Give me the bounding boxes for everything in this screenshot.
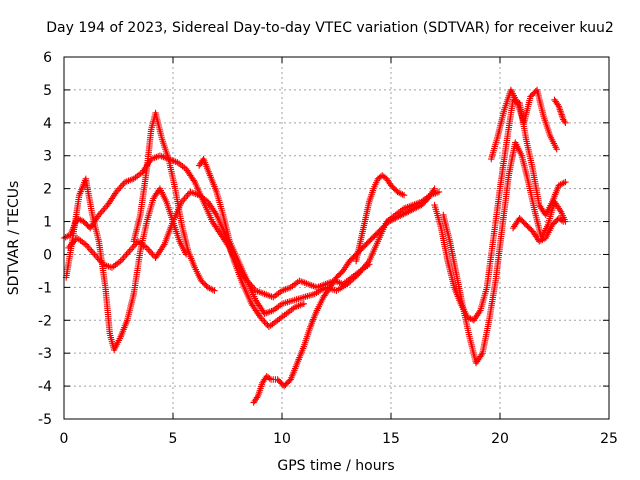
axis-ticks: 0 5 10 15 20 25 -5 -4 -3 -2 -1 0 1 2 3 4 5 6 (38, 50, 618, 447)
data-point (145, 246, 152, 253)
data-point (129, 244, 136, 252)
x-axis-label: GPS time / hours (277, 458, 394, 474)
series-track-k (509, 215, 567, 245)
series-track-j (488, 86, 560, 163)
data-point (400, 192, 408, 199)
data-point (124, 249, 132, 257)
series-track-d (65, 188, 307, 331)
data-point (121, 252, 129, 260)
data-point (344, 280, 351, 288)
data-point (348, 276, 356, 284)
y-axis-label: SDTVAR / TECUs (6, 181, 22, 296)
data-point (207, 285, 215, 293)
data-point (560, 218, 567, 225)
data-point (562, 178, 569, 186)
y-tick-label: 4 (43, 116, 52, 132)
data-point (88, 247, 95, 255)
x-tick-label: 0 (60, 431, 69, 447)
data-point (98, 208, 105, 215)
data-point (211, 287, 218, 294)
data-point (118, 256, 126, 263)
data-point (266, 375, 273, 382)
data-point (91, 251, 98, 258)
y-tick-label: 1 (43, 215, 52, 231)
data-point (345, 279, 353, 286)
series-track-h (431, 96, 569, 324)
series-track-l (551, 96, 569, 127)
data-point (126, 247, 133, 255)
data-point (117, 183, 124, 191)
data-point (89, 249, 97, 257)
data-point (539, 236, 546, 243)
chart-title: Day 194 of 2023, Sidereal Day-to-day VTE… (46, 20, 614, 36)
y-tick-label: 3 (43, 149, 52, 165)
y-tick-label: 2 (43, 182, 52, 198)
data-point (130, 243, 137, 250)
data-point (69, 239, 76, 247)
data-point (182, 193, 190, 201)
data-point (431, 185, 438, 192)
data-point (351, 273, 359, 281)
data-point (116, 185, 123, 192)
x-tick-label: 10 (273, 431, 291, 447)
series-track-b (62, 175, 190, 354)
data-point (397, 190, 405, 197)
data-point (64, 233, 71, 240)
data-point (259, 317, 267, 324)
data-point (100, 206, 107, 214)
data-point (120, 254, 127, 261)
data-point (553, 145, 560, 153)
data-point (350, 275, 357, 282)
data-point (347, 278, 354, 285)
y-tick-label: -3 (38, 346, 52, 362)
data-point (558, 217, 565, 224)
data-point (85, 244, 92, 252)
data-point (118, 182, 126, 189)
data-point (435, 188, 443, 196)
y-tick-label: 6 (43, 50, 52, 66)
data-point (353, 272, 360, 279)
data-point (300, 300, 307, 308)
y-tick-label: -5 (38, 412, 52, 428)
series-track-e (195, 155, 443, 317)
data-point (261, 318, 268, 326)
series-track-g (352, 172, 408, 265)
x-tick-label: 25 (600, 431, 618, 447)
series-track-a (60, 152, 373, 301)
data-point (86, 246, 94, 253)
data-point (562, 119, 569, 127)
data-point (558, 180, 566, 187)
data-point (101, 205, 108, 212)
data-point (148, 249, 155, 257)
data-point (84, 243, 91, 250)
data-point (127, 246, 135, 253)
series-track-i (440, 139, 569, 367)
y-tick-label: -4 (38, 379, 52, 395)
x-tick-label: 5 (169, 431, 178, 447)
data-marks (60, 86, 569, 406)
data-point (146, 247, 153, 255)
y-tick-label: -1 (38, 280, 52, 296)
y-tick-label: -2 (38, 313, 52, 329)
data-point (181, 195, 188, 202)
data-point (123, 251, 130, 258)
y-tick-label: 5 (43, 83, 52, 99)
x-tick-label: 15 (382, 431, 400, 447)
x-tick-label: 20 (491, 431, 509, 447)
plot-frame (63, 56, 610, 420)
y-tick-label: 0 (43, 247, 52, 263)
